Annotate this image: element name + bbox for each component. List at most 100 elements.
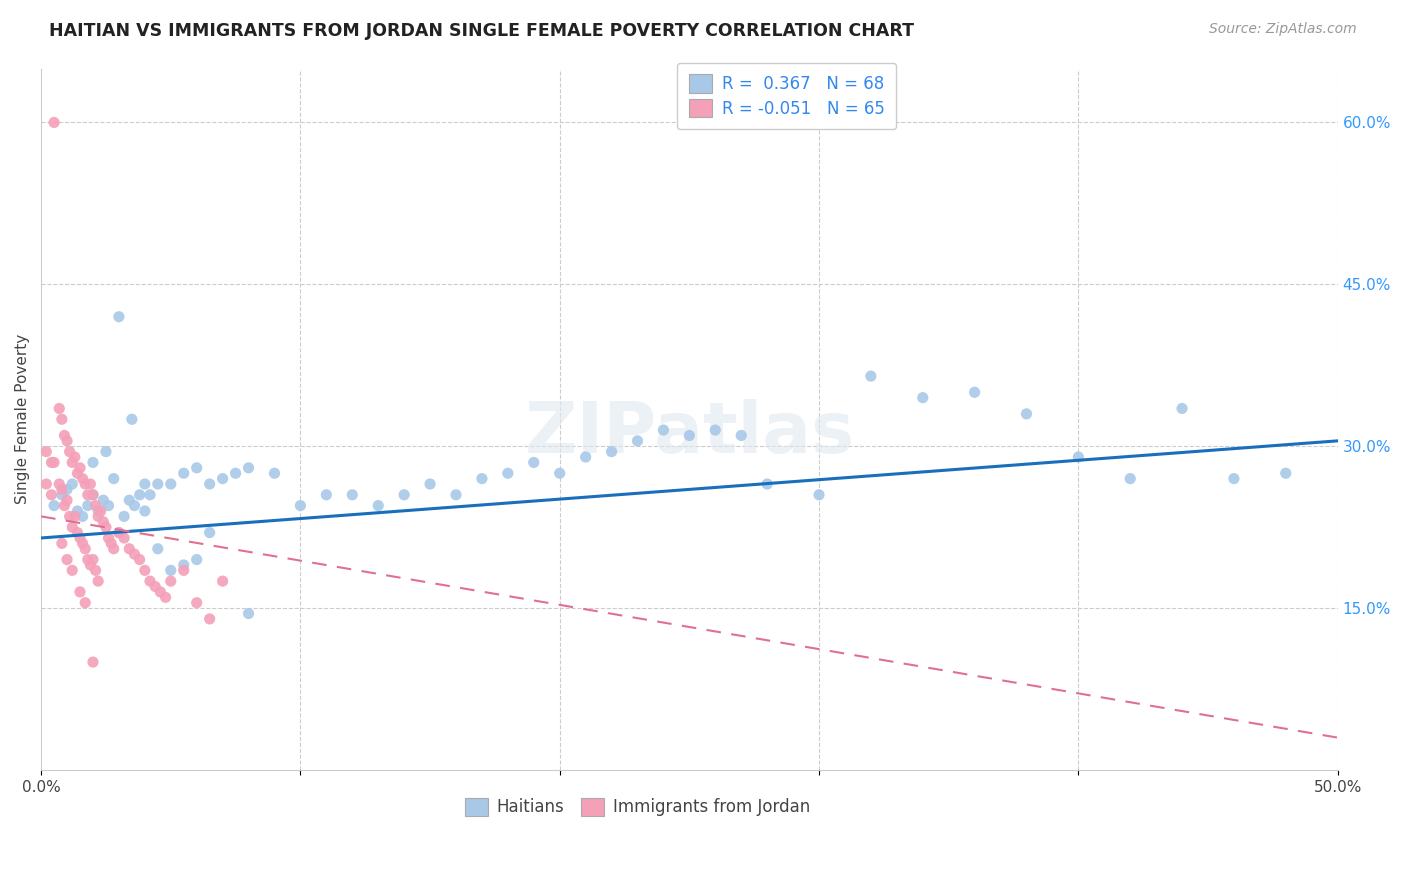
Point bbox=[108, 525, 131, 540]
Point bbox=[51, 536, 73, 550]
Point bbox=[60, 477, 83, 491]
Point bbox=[94, 444, 117, 458]
Point bbox=[63, 509, 86, 524]
Y-axis label: Single Female Poverty: Single Female Poverty bbox=[15, 334, 30, 504]
Point bbox=[471, 472, 494, 486]
Point bbox=[1119, 472, 1142, 486]
Text: Source: ZipAtlas.com: Source: ZipAtlas.com bbox=[1209, 22, 1357, 37]
Point bbox=[82, 552, 104, 566]
Point bbox=[69, 531, 91, 545]
Point bbox=[139, 488, 162, 502]
Point bbox=[496, 467, 519, 481]
Point bbox=[66, 504, 89, 518]
Point bbox=[124, 547, 146, 561]
Point bbox=[548, 467, 571, 481]
Point bbox=[66, 467, 89, 481]
Point bbox=[35, 444, 58, 458]
Point bbox=[134, 477, 156, 491]
Point bbox=[808, 488, 831, 502]
Point bbox=[186, 552, 208, 566]
Point bbox=[1015, 407, 1038, 421]
Point bbox=[146, 541, 169, 556]
Point bbox=[69, 585, 91, 599]
Point bbox=[75, 477, 97, 491]
Point bbox=[198, 525, 221, 540]
Point bbox=[90, 504, 112, 518]
Point bbox=[41, 488, 63, 502]
Point bbox=[186, 596, 208, 610]
Point bbox=[1171, 401, 1194, 416]
Point bbox=[315, 488, 337, 502]
Point bbox=[56, 434, 79, 448]
Point bbox=[72, 509, 94, 524]
Point bbox=[134, 563, 156, 577]
Point bbox=[112, 531, 135, 545]
Point bbox=[1223, 472, 1246, 486]
Point bbox=[79, 558, 101, 572]
Point bbox=[963, 385, 986, 400]
Point bbox=[159, 574, 181, 589]
Text: HAITIAN VS IMMIGRANTS FROM JORDAN SINGLE FEMALE POVERTY CORRELATION CHART: HAITIAN VS IMMIGRANTS FROM JORDAN SINGLE… bbox=[49, 22, 914, 40]
Point bbox=[121, 412, 143, 426]
Point bbox=[523, 455, 546, 469]
Point bbox=[730, 428, 752, 442]
Point bbox=[211, 574, 233, 589]
Point bbox=[143, 580, 166, 594]
Point bbox=[756, 477, 779, 491]
Point bbox=[108, 310, 131, 324]
Point bbox=[76, 499, 98, 513]
Point bbox=[82, 488, 104, 502]
Point bbox=[678, 428, 700, 442]
Point bbox=[128, 488, 150, 502]
Point bbox=[60, 563, 83, 577]
Point bbox=[139, 574, 162, 589]
Point bbox=[128, 552, 150, 566]
Point bbox=[75, 596, 97, 610]
Point bbox=[103, 541, 125, 556]
Point bbox=[59, 444, 82, 458]
Point bbox=[367, 499, 389, 513]
Point bbox=[173, 558, 195, 572]
Point bbox=[75, 541, 97, 556]
Point bbox=[42, 499, 65, 513]
Point bbox=[118, 493, 141, 508]
Point bbox=[118, 541, 141, 556]
Point bbox=[72, 472, 94, 486]
Point bbox=[112, 509, 135, 524]
Point bbox=[146, 477, 169, 491]
Point bbox=[173, 467, 195, 481]
Point bbox=[263, 467, 285, 481]
Point bbox=[56, 493, 79, 508]
Point bbox=[225, 467, 247, 481]
Point bbox=[76, 488, 98, 502]
Point bbox=[59, 509, 82, 524]
Point bbox=[42, 115, 65, 129]
Point bbox=[859, 369, 882, 384]
Point bbox=[211, 472, 233, 486]
Point bbox=[108, 525, 131, 540]
Point bbox=[626, 434, 648, 448]
Point bbox=[93, 493, 115, 508]
Point bbox=[42, 455, 65, 469]
Point bbox=[173, 563, 195, 577]
Point bbox=[84, 563, 107, 577]
Point bbox=[238, 460, 260, 475]
Point bbox=[100, 536, 122, 550]
Point bbox=[56, 483, 79, 497]
Point bbox=[82, 655, 104, 669]
Point bbox=[53, 428, 76, 442]
Point bbox=[97, 531, 120, 545]
Point bbox=[48, 401, 70, 416]
Point bbox=[51, 412, 73, 426]
Point bbox=[159, 477, 181, 491]
Point bbox=[51, 483, 73, 497]
Point bbox=[35, 477, 58, 491]
Point bbox=[124, 499, 146, 513]
Point bbox=[82, 488, 104, 502]
Point bbox=[149, 585, 172, 599]
Point bbox=[103, 472, 125, 486]
Point bbox=[1067, 450, 1090, 464]
Point bbox=[419, 477, 441, 491]
Point bbox=[911, 391, 934, 405]
Point bbox=[155, 591, 177, 605]
